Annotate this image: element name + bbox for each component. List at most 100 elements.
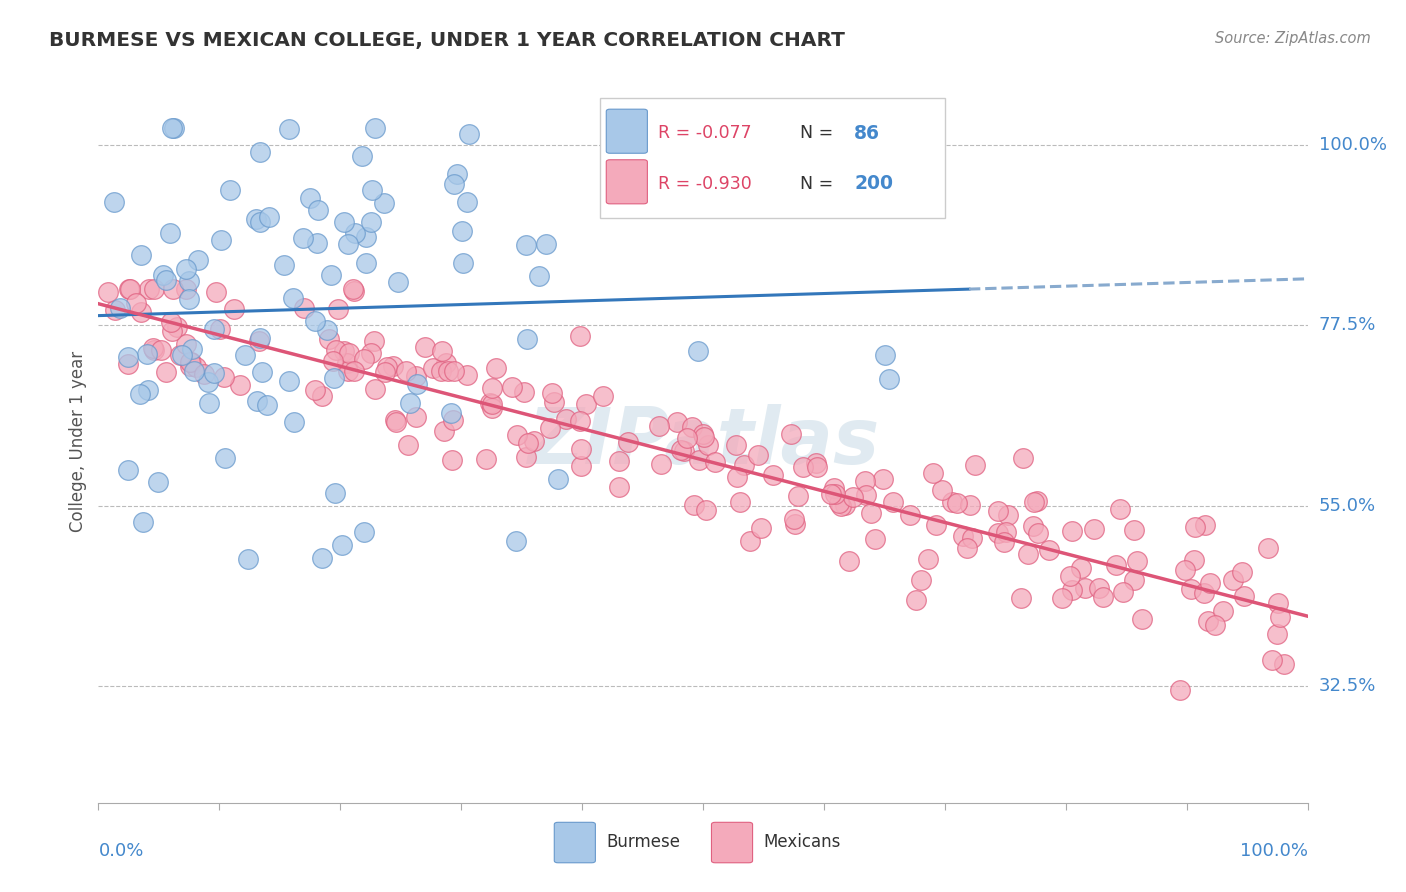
Point [277,122,299,136]
Point [672,443,695,458]
Point [963,458,986,472]
Point [543,394,565,409]
Point [395,364,418,378]
Point [249,331,271,345]
Point [181,342,204,356]
Point [1011,451,1033,466]
Point [647,419,669,434]
Point [187,253,209,268]
Point [820,487,842,501]
Text: 77.5%: 77.5% [1319,316,1376,334]
Point [233,348,256,362]
Point [162,282,184,296]
Point [104,303,127,318]
Point [547,472,569,486]
Point [1091,590,1114,604]
Point [536,236,558,251]
FancyBboxPatch shape [711,822,752,863]
Point [872,472,894,486]
Point [356,229,378,244]
Point [337,345,360,359]
Point [669,443,692,458]
Text: N =: N = [800,124,832,142]
Point [179,355,201,369]
Point [204,367,226,381]
Point [806,460,828,475]
Point [541,386,564,401]
Point [373,196,395,211]
Point [738,534,761,549]
Text: ZIPatlas: ZIPatlas [527,403,879,480]
Point [316,323,339,337]
Point [1230,565,1253,579]
Point [382,359,405,374]
Point [166,319,188,334]
Point [479,395,502,409]
Point [456,195,478,210]
Point [828,496,851,510]
Text: 86: 86 [855,123,880,143]
Point [325,343,347,358]
Point [1073,581,1095,595]
Point [665,415,688,429]
Point [132,515,155,529]
Point [326,302,349,317]
Point [1260,653,1282,667]
Point [256,398,278,412]
Point [350,148,373,162]
Point [396,437,419,451]
Point [783,512,806,526]
Point [385,416,408,430]
Point [783,516,806,531]
Point [259,210,281,224]
Point [904,593,927,607]
Point [1233,589,1256,603]
Point [437,364,460,378]
Point [875,348,897,362]
Point [430,343,453,358]
Text: N =: N = [800,175,832,193]
Point [523,434,546,448]
Point [1168,683,1191,698]
Point [311,389,333,403]
Point [834,498,856,512]
Point [451,255,474,269]
Point [142,341,165,355]
Point [515,450,537,465]
Point [443,364,465,378]
Point [129,386,152,401]
Point [725,470,748,484]
Point [779,427,801,442]
Point [1123,573,1146,587]
Point [249,145,271,159]
Point [527,269,550,284]
Point [762,467,785,482]
Point [283,415,305,429]
Text: 200: 200 [855,174,893,193]
Point [354,256,377,270]
Point [318,332,340,346]
Text: BURMESE VS MEXICAN COLLEGE, UNDER 1 YEAR CORRELATION CHART: BURMESE VS MEXICAN COLLEGE, UNDER 1 YEAR… [49,31,845,50]
Point [118,282,141,296]
Point [692,427,714,442]
Point [174,282,197,296]
Point [481,381,503,395]
Point [129,304,152,318]
Point [855,475,877,489]
Point [155,273,177,287]
Point [733,458,755,472]
Point [457,127,479,141]
FancyBboxPatch shape [554,822,595,863]
Point [434,355,457,369]
Point [697,438,720,452]
Point [1105,558,1128,573]
Point [322,354,344,368]
FancyBboxPatch shape [600,98,945,218]
Point [1050,591,1073,605]
Point [160,121,183,136]
Point [405,376,427,391]
Point [197,375,219,389]
Point [170,348,193,362]
Point [298,191,321,205]
Point [387,276,409,290]
